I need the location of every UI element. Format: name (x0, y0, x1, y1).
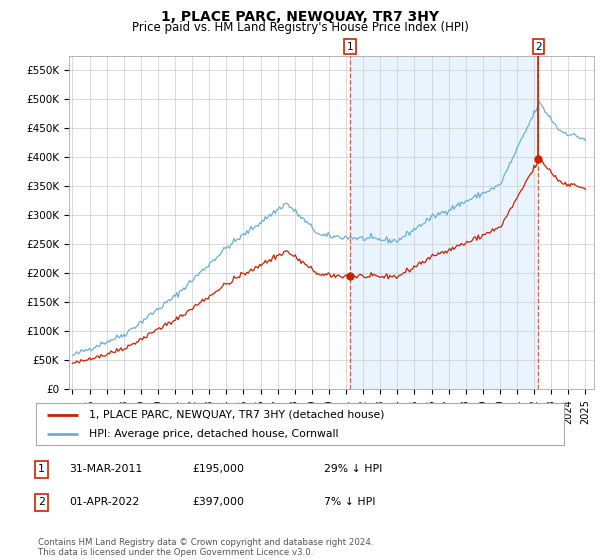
Text: 7% ↓ HPI: 7% ↓ HPI (324, 497, 376, 507)
Text: 1: 1 (347, 42, 353, 52)
Text: Contains HM Land Registry data © Crown copyright and database right 2024.
This d: Contains HM Land Registry data © Crown c… (38, 538, 373, 557)
Text: £195,000: £195,000 (192, 464, 244, 474)
Text: 29% ↓ HPI: 29% ↓ HPI (324, 464, 382, 474)
Text: 2: 2 (38, 497, 44, 507)
Text: HPI: Average price, detached house, Cornwall: HPI: Average price, detached house, Corn… (89, 429, 338, 439)
Text: 1, PLACE PARC, NEWQUAY, TR7 3HY: 1, PLACE PARC, NEWQUAY, TR7 3HY (161, 10, 439, 24)
Text: 31-MAR-2011: 31-MAR-2011 (69, 464, 142, 474)
Text: 1: 1 (38, 464, 44, 474)
Bar (350, 56, 538, 389)
Text: 01-APR-2022: 01-APR-2022 (69, 497, 139, 507)
Text: £397,000: £397,000 (192, 497, 244, 507)
Text: 1, PLACE PARC, NEWQUAY, TR7 3HY (detached house): 1, PLACE PARC, NEWQUAY, TR7 3HY (detache… (89, 409, 385, 419)
Text: 2: 2 (535, 42, 542, 52)
Text: Price paid vs. HM Land Registry's House Price Index (HPI): Price paid vs. HM Land Registry's House … (131, 21, 469, 34)
